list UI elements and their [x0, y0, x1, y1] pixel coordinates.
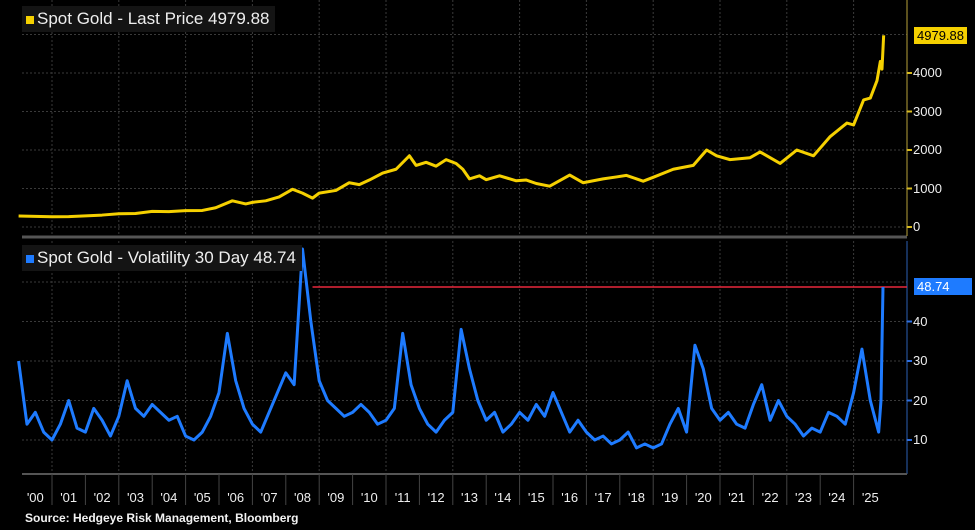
x-tick-label: '08 — [294, 490, 311, 505]
x-tick-label: '00 — [26, 490, 44, 505]
y-tick-label: 2000 — [913, 142, 942, 157]
x-tick-label: '06 — [227, 490, 245, 505]
y-tick-label: 30 — [913, 353, 928, 368]
x-tick-label: '05 — [193, 490, 211, 505]
x-tick-label: '12 — [427, 490, 445, 505]
x-tick-label: '21 — [728, 490, 746, 505]
x-tick-label: '17 — [594, 490, 612, 505]
legend-volatility: Spot Gold - Volatility 30 Day 48.74 — [22, 245, 302, 271]
x-tick-label: '03 — [127, 490, 144, 505]
x-tick-label: '13 — [461, 490, 478, 505]
x-tick-label: '24 — [828, 490, 846, 505]
x-tick-label: '04 — [160, 490, 178, 505]
legend-swatch — [26, 254, 34, 263]
last-price-label: 4979.88 — [914, 27, 967, 44]
x-tick-label: '22 — [761, 490, 779, 505]
y-tick-label: 1000 — [913, 180, 942, 196]
x-tick-label: '19 — [661, 490, 679, 505]
legend-label: Spot Gold - Volatility 30 Day 48.74 — [37, 248, 296, 267]
x-tick-label: '09 — [327, 490, 345, 505]
y-tick-label: 4000 — [913, 65, 942, 80]
x-tick-label: '16 — [561, 490, 579, 505]
x-tick-label: '25 — [861, 490, 879, 505]
y-tick-label: 40 — [913, 313, 928, 329]
y-tick-label: 20 — [913, 392, 928, 408]
x-tick-label: '01 — [60, 490, 78, 505]
y-tick-label: 10 — [913, 432, 928, 447]
x-tick-label: '10 — [360, 490, 378, 505]
x-tick-label: '02 — [93, 490, 111, 505]
legend-gold-price: Spot Gold - Last Price 4979.88 — [22, 6, 276, 32]
source-note: Source: Hedgeye Risk Management, Bloombe… — [25, 511, 299, 525]
x-tick-label: '07 — [260, 490, 278, 505]
series-line-volatility — [17, 247, 885, 450]
legend-label: Spot Gold - Last Price 4979.88 — [37, 9, 270, 28]
x-tick-label: '15 — [527, 490, 545, 505]
series-line-gold-price — [18, 35, 886, 219]
last-vol-label: 48.74 — [914, 278, 972, 295]
y-tick-label: 3000 — [913, 103, 942, 119]
legend-swatch — [26, 15, 34, 24]
x-tick-label: '14 — [494, 490, 512, 505]
x-tick-label: '20 — [694, 490, 712, 505]
x-tick-label: '11 — [394, 490, 411, 505]
x-tick-label: '18 — [628, 490, 645, 505]
y-tick-label: 0 — [913, 219, 921, 234]
x-tick-label: '23 — [795, 490, 812, 505]
